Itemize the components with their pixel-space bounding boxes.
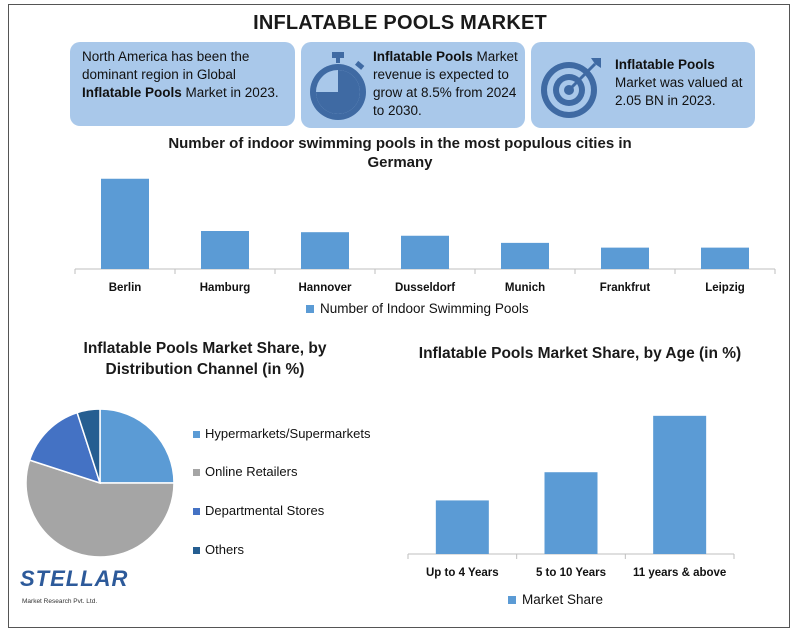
pie-slice-0: [99, 408, 175, 484]
info-box-text-post: Market revenue is expected to grow at 8.…: [373, 49, 518, 118]
bar-hamburg: [201, 231, 249, 269]
pie-slice-1: [25, 459, 175, 558]
x-tick-label: Frankfrut: [600, 282, 651, 294]
pie-legend-item: Hypermarkets/Supermarkets: [193, 426, 370, 441]
pie-legend-item: Online Retailers: [193, 464, 298, 479]
bar-age-1: [544, 472, 598, 554]
age-chart-legend: Market Share: [508, 592, 603, 607]
legend-swatch: [306, 305, 314, 314]
legend-label: Others: [205, 542, 245, 557]
stopwatch-icon: [310, 52, 366, 120]
info-box-region: North America has been the dominant regi…: [70, 42, 295, 126]
bar-age-0: [435, 500, 489, 554]
info-box-valuation: Inflatable Pools Market was valued at 2.…: [531, 42, 755, 128]
age-bar-chart: Up to 4 Years 5 to 10 Years 11 years & abo…: [407, 415, 735, 579]
cities-bar-chart: Berlin Hamburg Hannover Dusseldorf Munich Fra…: [74, 178, 776, 294]
x-tick-label: Leipzig: [705, 282, 745, 294]
bar-frankfrut: [601, 247, 649, 269]
page-title: INFLATABLE POOLS MARKET: [253, 12, 547, 34]
bar-munich: [501, 242, 549, 269]
logo-name: STELLAR: [20, 566, 129, 591]
infographic-frame: [8, 4, 790, 628]
info-box-text-bold: Inflatable Pools: [82, 85, 182, 100]
x-tick-label: 5 to 10 Years: [536, 567, 606, 579]
info-box-text-bold: Inflatable Pools: [615, 57, 715, 72]
x-tick-label: 11 years & above: [633, 567, 726, 579]
legend-label: Number of Indoor Swimming Pools: [320, 301, 529, 316]
x-tick-label: Up to 4 Years: [426, 567, 499, 579]
legend-label: Market Share: [522, 592, 604, 607]
x-tick-label: Dusseldorf: [395, 282, 455, 294]
pie-legend-item: Departmental Stores: [193, 503, 324, 518]
bar-dusseldorf: [401, 235, 449, 269]
info-box-text-post: Market was valued at 2.05 BN in 2023.: [615, 75, 743, 108]
info-box-text-post: Market in 2023.: [181, 85, 279, 100]
cities-chart-legend: Number of Indoor Swimming Pools: [306, 301, 529, 316]
x-tick-label: Hamburg: [200, 282, 250, 294]
bar-leipzig: [701, 247, 749, 269]
legend-swatch: [193, 547, 200, 555]
bar-berlin: [101, 178, 149, 269]
pie-chart-title: Inflatable Pools Market Share, by Distri…: [83, 340, 327, 378]
distribution-pie-chart: [25, 408, 175, 558]
legend-label: Online Retailers: [205, 464, 298, 479]
info-box-text-pre: North America has been the dominant regi…: [82, 49, 250, 82]
pie-slice-3: [76, 408, 101, 484]
info-box-growth: Inflatable Pools Market revenue is expec…: [301, 42, 525, 128]
logo-subtitle: Market Research Pvt. Ltd.: [22, 598, 98, 605]
legend-label: Hypermarkets/Supermarkets: [205, 426, 371, 441]
x-tick-label: Hannover: [298, 282, 352, 294]
bar-hannover: [301, 232, 349, 269]
legend-label: Departmental Stores: [205, 503, 325, 518]
legend-swatch: [193, 469, 200, 477]
age-chart-title: Inflatable Pools Market Share, by Age (i…: [418, 345, 742, 362]
stellar-logo: STELLAR Market Research Pvt. Ltd.: [20, 566, 127, 612]
bar-age-2: [653, 415, 707, 554]
target-icon: [541, 58, 601, 118]
x-tick-label: Berlin: [109, 282, 142, 294]
info-box-text-bold: Inflatable Pools: [373, 49, 473, 64]
legend-swatch: [193, 431, 200, 439]
x-tick-label: Munich: [505, 282, 545, 294]
pie-legend-item: Others: [193, 542, 244, 557]
legend-swatch: [508, 596, 516, 605]
cities-chart-title: Number of indoor swimming pools in the m…: [168, 135, 632, 171]
legend-swatch: [193, 508, 200, 516]
